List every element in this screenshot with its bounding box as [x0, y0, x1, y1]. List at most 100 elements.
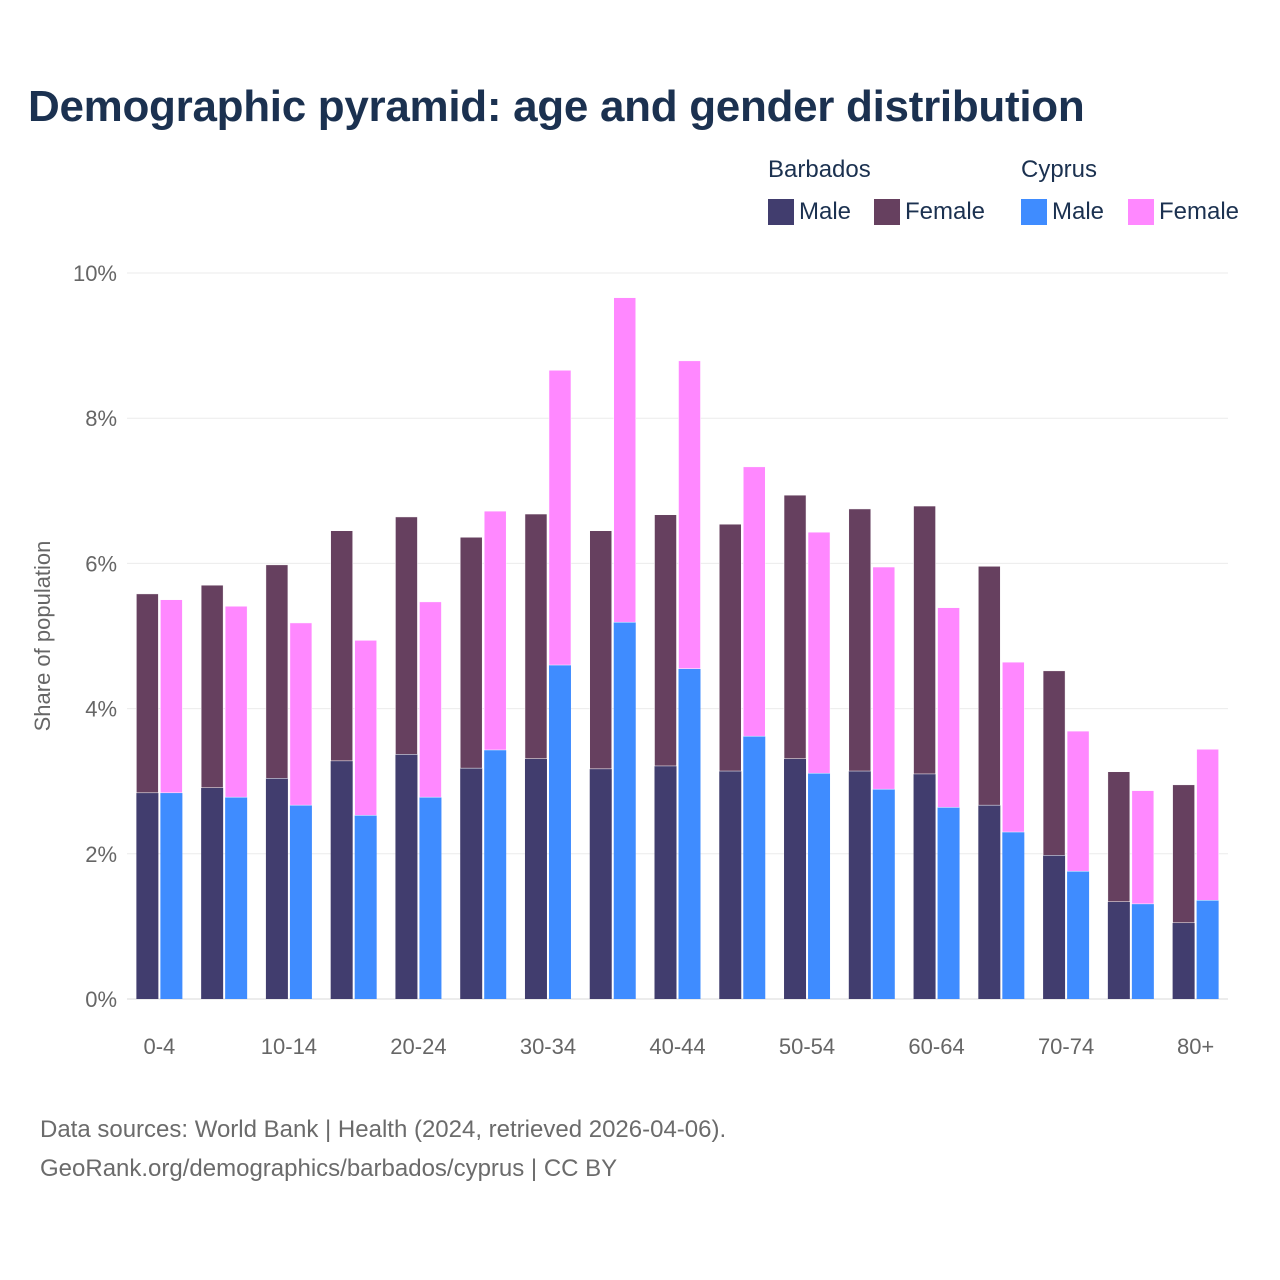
bar-cyprus-female [743, 466, 766, 737]
x-tick-label: 30-34 [520, 1034, 576, 1059]
bar-cyprus-male [484, 749, 507, 999]
bar-cyprus-female [548, 370, 572, 666]
bar-barbados-female [136, 593, 159, 794]
bar-cyprus-female [483, 510, 507, 751]
bar-barbados-female [783, 494, 807, 759]
y-tick-label: 6% [85, 551, 117, 576]
legend-label: Female [1159, 198, 1240, 225]
bar-cyprus-female [937, 607, 960, 808]
bar-barbados-female [524, 513, 548, 759]
legend-item-barbados-female[interactable]: Female [874, 198, 985, 226]
legend-swatch [1021, 199, 1047, 225]
legend-label: Male [799, 198, 852, 225]
bar-cyprus-male [808, 773, 831, 999]
legend-swatch [1128, 199, 1154, 225]
footer-source: Data sources: World Bank | Health (2024,… [40, 1116, 727, 1143]
bar-cyprus-female [1131, 790, 1155, 905]
bar-cyprus-male [1196, 900, 1219, 999]
bar-cyprus-male [289, 805, 312, 999]
y-tick-label: 2% [85, 842, 117, 867]
bar-barbados-male [1172, 922, 1195, 999]
bar-barbados-male [654, 765, 677, 999]
y-axis-label: Share of population [30, 541, 55, 732]
bar-barbados-female [654, 514, 677, 767]
x-tick-label: 60-64 [908, 1034, 964, 1059]
bar-barbados-male [136, 792, 159, 999]
bar-barbados-male [719, 771, 742, 999]
bar-barbados-female [1107, 771, 1131, 902]
chart-title: Demographic pyramid: age and gender dist… [28, 82, 1085, 131]
bar-cyprus-male [1131, 903, 1154, 999]
bar-barbados-female [265, 564, 289, 779]
y-tick-label: 8% [85, 406, 117, 431]
legend-item-cyprus-male[interactable]: Male [1021, 198, 1104, 226]
bar-cyprus-male [1002, 832, 1025, 999]
bar-barbados-male [460, 768, 483, 999]
bar-cyprus-male [937, 807, 960, 999]
bar-barbados-male [1107, 901, 1130, 999]
bar-cyprus-male [743, 736, 766, 999]
legend-group-cyprus: Cyprus [1021, 156, 1098, 183]
x-tick-label: 80+ [1177, 1034, 1214, 1059]
bar-barbados-female [459, 537, 483, 769]
bar-cyprus-female [354, 640, 377, 816]
legend-group-barbados: Barbados [768, 156, 871, 183]
bar-barbados-female [330, 530, 353, 762]
bar-barbados-male [848, 771, 871, 999]
bar-barbados-female [913, 505, 936, 775]
bar-cyprus-female [1002, 661, 1025, 833]
bar-cyprus-female [419, 601, 442, 798]
bar-cyprus-female [872, 566, 896, 790]
bar-barbados-male [978, 805, 1001, 999]
bar-barbados-male [201, 787, 224, 999]
bar-barbados-female [200, 584, 224, 788]
bar-barbados-female [1172, 784, 1195, 924]
bar-barbados-female [1042, 670, 1066, 856]
bar-cyprus-male [1067, 871, 1090, 999]
bar-cyprus-male [354, 815, 377, 999]
bar-cyprus-male [872, 789, 895, 999]
bar-cyprus-female [224, 605, 248, 798]
bar-cyprus-female [807, 531, 831, 774]
bar-cyprus-male [160, 792, 183, 999]
bar-barbados-female [395, 516, 418, 755]
bar-cyprus-female [160, 599, 183, 794]
x-tick-label: 10-14 [261, 1034, 317, 1059]
x-tick-label: 50-54 [779, 1034, 835, 1059]
bar-barbados-female [978, 566, 1001, 806]
bar-barbados-male [330, 760, 353, 999]
x-tick-label: 0-4 [143, 1034, 175, 1059]
x-tick-label: 20-24 [390, 1034, 446, 1059]
y-tick-label: 0% [85, 987, 117, 1012]
legend-item-barbados-male[interactable]: Male [768, 198, 851, 226]
y-tick-label: 4% [85, 697, 117, 722]
bar-cyprus-female [678, 360, 701, 669]
legend-swatch [768, 199, 794, 225]
bar-cyprus-male [548, 665, 571, 999]
bar-cyprus-female [1196, 749, 1219, 901]
legend-label: Male [1052, 198, 1105, 225]
bar-barbados-male [524, 758, 547, 999]
legend-label: Female [905, 198, 986, 225]
bar-cyprus-female [289, 622, 313, 806]
bar-cyprus-male [613, 622, 636, 999]
y-tick-label: 10% [73, 261, 117, 286]
x-tick-label: 40-44 [649, 1034, 705, 1059]
footer-attribution: GeoRank.org/demographics/barbados/cyprus… [40, 1155, 618, 1182]
bar-barbados-male [395, 754, 418, 999]
bar-barbados-female [589, 530, 612, 770]
bar-barbados-male [1043, 855, 1066, 999]
bar-cyprus-male [678, 668, 701, 999]
bar-barbados-male [265, 778, 288, 999]
bar-cyprus-female [1066, 730, 1090, 872]
x-tick-label: 70-74 [1038, 1034, 1094, 1059]
bar-cyprus-male [225, 797, 248, 999]
bar-cyprus-male [419, 797, 442, 999]
bar-barbados-male [589, 768, 612, 999]
bar-cyprus-female [613, 297, 636, 623]
bar-barbados-male [913, 773, 936, 999]
legend-item-cyprus-female[interactable]: Female [1128, 198, 1239, 226]
bar-barbados-male [784, 758, 807, 999]
bar-barbados-female [848, 508, 872, 772]
